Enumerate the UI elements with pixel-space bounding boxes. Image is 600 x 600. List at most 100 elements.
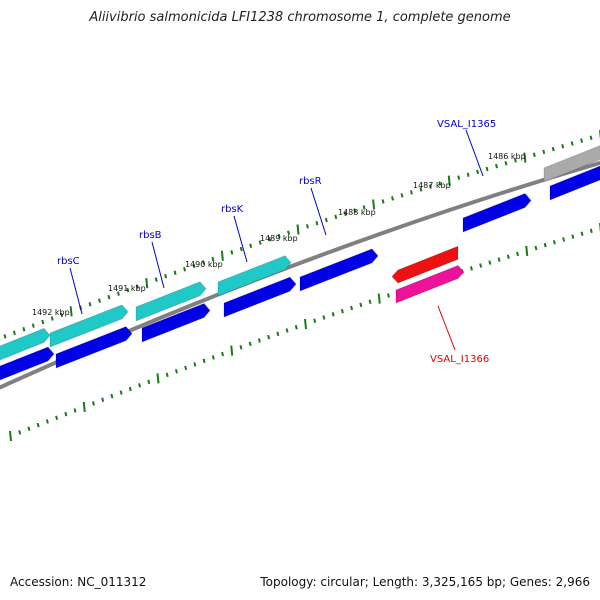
tick-mark bbox=[268, 236, 272, 242]
tick-label: 1490 kbp bbox=[185, 260, 223, 269]
tick-mark bbox=[551, 146, 555, 152]
tick-mark bbox=[534, 245, 538, 251]
tick-mark bbox=[580, 231, 584, 236]
tick-mark bbox=[305, 224, 309, 229]
cds-arrow bbox=[462, 192, 532, 233]
tick-mark bbox=[340, 308, 344, 314]
tick-mark bbox=[552, 240, 556, 245]
tick-mark bbox=[257, 338, 261, 343]
tick-mark bbox=[294, 325, 298, 330]
tick-mark bbox=[3, 334, 7, 339]
tick-mark bbox=[116, 291, 120, 296]
tick-label: 1487 kbp bbox=[413, 181, 451, 190]
tick-mark bbox=[91, 401, 95, 406]
gene-label-vsal-i1366: VSAL_I1366 bbox=[430, 354, 489, 365]
tick-mark bbox=[27, 426, 31, 431]
tick-mark bbox=[542, 149, 546, 155]
tick-mark bbox=[126, 287, 130, 293]
gene-label-rbsr: rbsR bbox=[299, 176, 322, 187]
accession-text: Accession: NC_011312 bbox=[10, 575, 147, 589]
tick-mark bbox=[304, 318, 307, 330]
tick-mark bbox=[230, 250, 234, 255]
tick-mark bbox=[570, 141, 574, 146]
tick-mark bbox=[82, 401, 86, 413]
tick-mark bbox=[372, 199, 376, 210]
tick-label: 1491 kbp bbox=[108, 284, 146, 293]
tick-mark bbox=[419, 187, 423, 192]
tick-mark bbox=[107, 294, 111, 300]
leader-line bbox=[465, 129, 484, 177]
tick-mark bbox=[154, 277, 158, 282]
tick-mark bbox=[589, 228, 593, 234]
tick-mark bbox=[285, 328, 289, 333]
tick-mark bbox=[88, 301, 92, 307]
tick-mark bbox=[516, 251, 520, 257]
gene-label-rbsc: rbsC bbox=[57, 256, 80, 267]
tick-mark bbox=[532, 152, 536, 157]
tick-mark bbox=[343, 211, 347, 216]
tick-mark bbox=[513, 158, 517, 163]
tick-mark bbox=[428, 184, 432, 189]
tick-mark bbox=[184, 365, 188, 371]
tick-mark bbox=[334, 214, 338, 220]
tick-mark bbox=[386, 293, 390, 298]
tick-mark bbox=[523, 152, 527, 163]
kbp-labels: 1492 kbp 1491 kbp 1490 kbp 1489 kbp 1488… bbox=[32, 152, 526, 317]
tick-mark bbox=[249, 243, 253, 248]
tick-mark bbox=[469, 266, 473, 271]
tick-mark bbox=[447, 175, 451, 186]
cds-arrow bbox=[55, 326, 133, 369]
tick-mark bbox=[55, 415, 59, 421]
tick-mark bbox=[377, 293, 381, 304]
tick-mark bbox=[400, 193, 404, 198]
leader-line bbox=[69, 267, 83, 315]
tick-mark bbox=[193, 362, 197, 367]
gene-arrow bbox=[543, 145, 600, 183]
tick-mark bbox=[353, 208, 357, 213]
tick-rings bbox=[3, 130, 600, 442]
tick-mark bbox=[230, 345, 234, 356]
tick-mark bbox=[362, 205, 366, 210]
tick-mark bbox=[313, 318, 317, 324]
tick-mark bbox=[525, 245, 529, 257]
tick-mark bbox=[138, 383, 142, 388]
gene-arrow bbox=[49, 304, 129, 348]
cds-arrow bbox=[549, 165, 600, 201]
tick-mark bbox=[211, 355, 215, 360]
tick-mark bbox=[258, 240, 262, 245]
tick-mark bbox=[267, 334, 271, 340]
tick-mark bbox=[562, 237, 566, 242]
tick-mark bbox=[147, 379, 151, 385]
tick-mark bbox=[506, 254, 510, 259]
tick-mark bbox=[36, 422, 40, 428]
tick-mark bbox=[22, 326, 26, 332]
tick-mark bbox=[277, 233, 281, 239]
tick-mark bbox=[476, 169, 480, 175]
tick-mark bbox=[211, 256, 215, 262]
tick-mark bbox=[110, 393, 114, 399]
leader-line bbox=[151, 241, 165, 289]
tick-mark bbox=[350, 305, 354, 311]
genome-summary: Topology: circular; Length: 3,325,165 bp… bbox=[260, 575, 590, 589]
tick-mark bbox=[183, 267, 187, 272]
tick-mark bbox=[98, 298, 101, 303]
leader-line bbox=[233, 215, 248, 263]
tick-mark bbox=[391, 196, 395, 201]
tick-mark bbox=[192, 263, 196, 269]
tick-mark bbox=[287, 230, 291, 235]
tick-mark bbox=[571, 234, 575, 239]
tick-mark bbox=[12, 330, 16, 336]
gene-label-rbsb: rbsB bbox=[139, 230, 162, 241]
tick-mark bbox=[438, 181, 442, 186]
tick-mark bbox=[359, 302, 363, 308]
tick-mark bbox=[248, 341, 252, 347]
gene-arrow bbox=[135, 281, 207, 322]
tick-mark bbox=[173, 270, 177, 275]
tick-mark bbox=[119, 390, 123, 395]
label-leaders bbox=[69, 129, 484, 351]
tick-mark bbox=[41, 319, 45, 325]
tick-mark bbox=[504, 161, 508, 166]
gene-arrow bbox=[217, 255, 292, 297]
gene-arrow bbox=[0, 327, 51, 361]
